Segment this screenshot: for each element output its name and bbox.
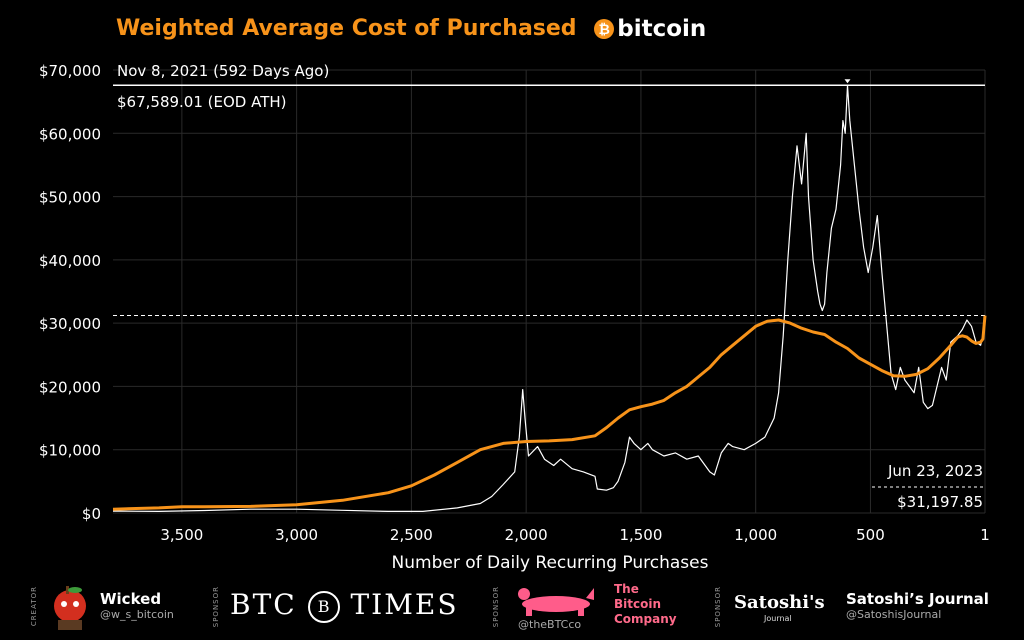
x-tick-label: 3,500	[160, 526, 203, 544]
y-tick-label: $20,000	[39, 378, 101, 396]
x-tick-label: 2,000	[505, 526, 548, 544]
btc-price-line	[112, 84, 986, 512]
y-axis: $0 $10,000 $20,000 $30,000 $40,000 $50,000 $60…	[39, 62, 101, 523]
y-tick-label: $50,000	[39, 189, 101, 207]
satoshi-logo-sub: Journal	[764, 614, 792, 623]
satoshi-handle: @SatoshisJournal	[846, 608, 942, 621]
x-tick-label: 500	[856, 526, 885, 544]
chart-title: Weighted Average Cost of Purchased ₿ bit…	[116, 16, 706, 42]
creator-label: CREATOR	[30, 586, 38, 627]
x-tick-label: 1	[980, 526, 990, 544]
bitcoin-company-icon	[518, 588, 594, 616]
company-line-3: Company	[614, 612, 677, 626]
x-tick-label: 3,000	[275, 526, 318, 544]
chart-area: $0 $10,000 $20,000 $30,000 $40,000 $50,000 $60…	[39, 62, 990, 573]
company-line-2: Bitcoin	[614, 597, 662, 611]
current-value-label: $31,197.85	[897, 493, 983, 511]
satoshi-logo: Satoshi's	[734, 592, 825, 613]
ath-value-label: $67,589.01 (EOD ATH)	[117, 93, 287, 111]
y-tick-label: $10,000	[39, 442, 101, 460]
creator-name: Wicked	[100, 590, 162, 608]
sponsor-label-3: SPONSOR	[714, 586, 722, 628]
ath-date-label: Nov 8, 2021 (592 Days Ago)	[117, 62, 329, 80]
gridlines	[113, 69, 986, 514]
btc-times-left: BTC	[230, 588, 297, 621]
bitcoin-logo: ₿ bitcoin	[594, 16, 706, 42]
current-date-label: Jun 23, 2023	[887, 462, 983, 480]
bitcoin-company-handle: @theBTCco	[518, 618, 582, 631]
title-text: Weighted Average Cost of Purchased	[116, 16, 577, 41]
x-axis-label: Number of Daily Recurring Purchases	[392, 553, 709, 573]
btc-times-right: TIMES	[350, 588, 459, 621]
series-lines	[112, 84, 987, 512]
y-tick-label: $40,000	[39, 252, 101, 270]
creator-avatar-icon	[54, 586, 86, 630]
satoshi-name: Satoshi’s Journal	[846, 590, 989, 608]
ath-marker	[844, 79, 851, 84]
creator-handle: @w_s_bitcoin	[100, 608, 174, 621]
avg-cost-line	[112, 315, 987, 511]
y-tick-label: $70,000	[39, 62, 101, 80]
y-tick-label: $60,000	[39, 125, 101, 143]
btc-times-emblem-icon: B	[307, 590, 340, 623]
bitcoin-wordmark: bitcoin	[617, 16, 707, 42]
bitcoin-company-name: The Bitcoin Company	[614, 582, 677, 627]
y-tick-label: $30,000	[39, 315, 101, 333]
company-line-1: The	[614, 582, 639, 596]
y-tick-label: $0	[82, 505, 101, 523]
sponsor-label-2: SPONSOR	[492, 586, 500, 628]
annotations: Nov 8, 2021 (592 Days Ago) $67,589.01 (EO…	[117, 62, 983, 511]
footer: CREATOR Wicked @w_s_bitcoin SPONSOR BTC …	[0, 578, 1024, 640]
x-tick-label: 2,500	[390, 526, 433, 544]
x-axis: 3,500 3,000 2,500 2,000 1,500 1,000 500 1	[160, 526, 989, 544]
btc-times-logo: BTC B TIMES	[230, 588, 459, 623]
bitcoin-coin-icon: ₿	[594, 19, 615, 39]
x-tick-label: 1,000	[734, 526, 777, 544]
reference-lines	[113, 79, 985, 317]
x-tick-label: 1,500	[619, 526, 662, 544]
sponsor-label: SPONSOR	[212, 586, 220, 628]
